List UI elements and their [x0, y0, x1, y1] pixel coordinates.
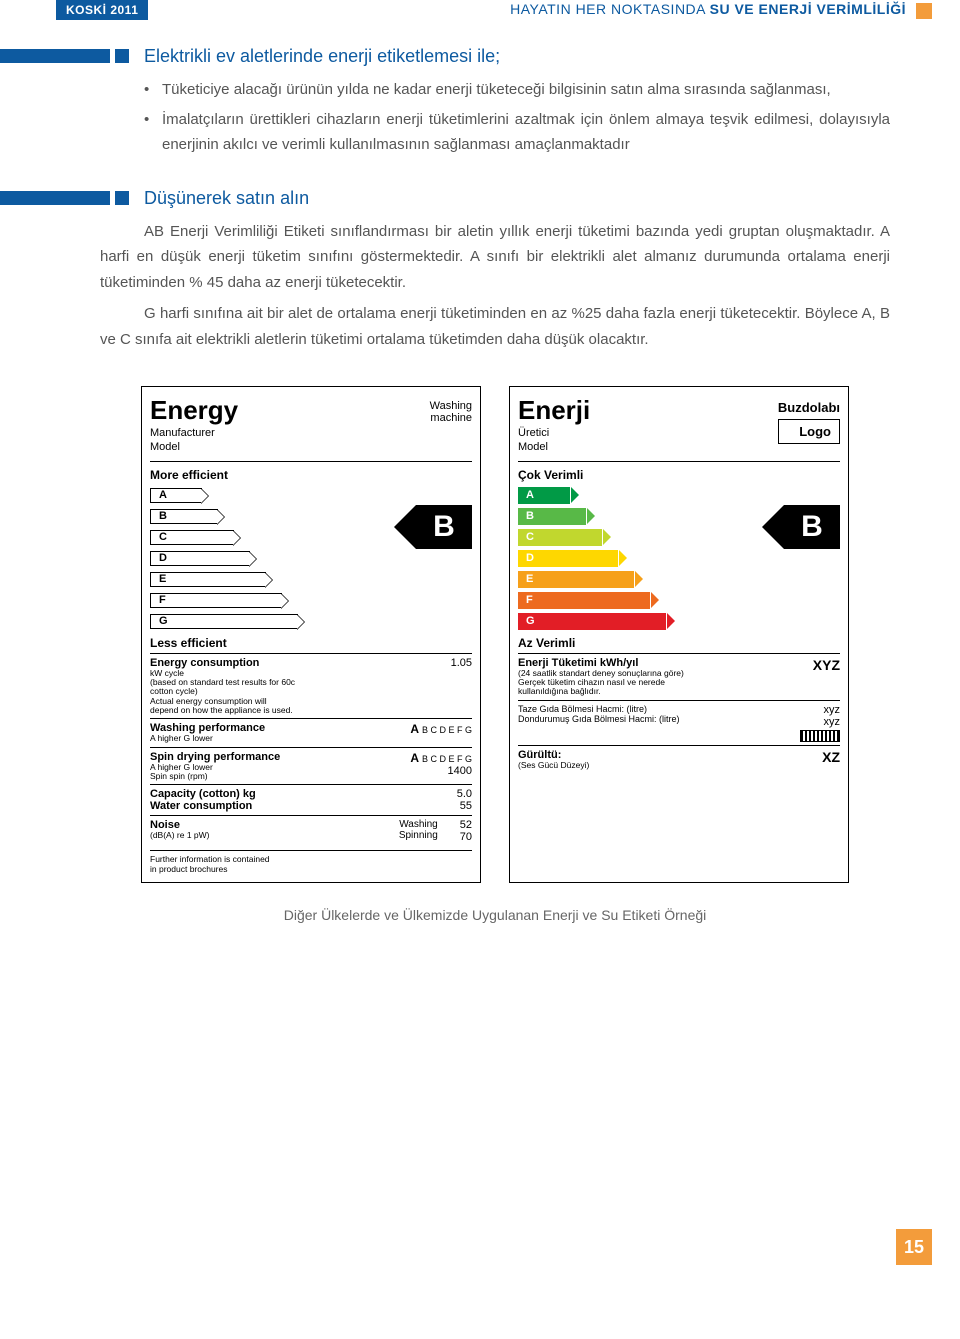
spec-row: Capacity (cotton) kg Water consumption5.… — [150, 784, 472, 815]
efficiency-grade-arrow: D — [150, 551, 250, 566]
grade-letter: E — [526, 573, 533, 585]
grade-letter: A — [526, 489, 534, 501]
efficiency-grade-arrow: D — [518, 550, 618, 567]
grade-letter: C — [159, 531, 167, 543]
spec-subtext: A higher G lower Spin spin (rpm) — [150, 763, 404, 782]
grade-letter: E — [159, 573, 166, 585]
page-number: 15 — [896, 1229, 932, 1265]
doc-title-light: HAYATIN HER NOKTASINDA — [510, 1, 710, 17]
spec-value: A B C D E F G — [404, 722, 472, 743]
label-manufacturer: Manufacturer Model — [150, 426, 238, 455]
spec-row: Energy consumptionkW cycle (based on sta… — [150, 653, 472, 719]
spec-value: xyz xyz — [794, 704, 840, 742]
spec-value: A B C D E F G 1400 — [404, 751, 472, 782]
efficiency-grade-arrow: F — [518, 592, 650, 609]
efficiency-grade-arrow: B — [150, 509, 218, 524]
more-efficient-label: More efficient — [150, 468, 472, 482]
spec-row: Noise(dB(A) re 1 pW)Washing Spinning52 7… — [150, 815, 472, 846]
efficiency-grade-arrow: G — [150, 614, 298, 629]
efficiency-grade-arrow: C — [518, 529, 602, 546]
section-heading-2: Düşünerek satın alın — [100, 188, 890, 209]
efficiency-grade-arrow: G — [518, 613, 666, 630]
spec-name: Capacity (cotton) kg Water consumption — [150, 788, 451, 812]
heading-marker-icon — [0, 49, 129, 63]
efficiency-grade-arrow: C — [150, 530, 234, 545]
spec-value: 5.0 55 — [451, 788, 472, 812]
label-brand: Energy — [150, 395, 238, 426]
label-brand: Enerji — [518, 395, 590, 426]
efficiency-grade-arrow: E — [518, 571, 634, 588]
spec-subtext: (Ses Gücü Düzeyi) — [518, 761, 816, 770]
spec-row: Enerji Tüketimi kWh/yıl(24 saatlik stand… — [518, 653, 840, 700]
spec-subtext: (dB(A) re 1 pW) — [150, 831, 399, 840]
orange-square-icon — [916, 3, 932, 19]
spec-name: Enerji Tüketimi kWh/yıl — [518, 657, 807, 669]
spec-subtext: (24 saatlik standart deney sonuçlarına g… — [518, 669, 807, 697]
energy-label-card: EnerjiÜretici Model BuzdolabıLogo Çok Veri… — [509, 386, 849, 883]
less-efficient-label: Less efficient — [150, 636, 472, 650]
grade-letter: B — [526, 510, 534, 522]
label-appliance: Washing machine — [430, 395, 472, 424]
star-rating-icon — [800, 730, 840, 742]
spec-row: Spin drying performanceA higher G lower … — [150, 747, 472, 785]
spec-row: Washing performanceA higher G lowerA B C… — [150, 718, 472, 746]
more-efficient-label: Çok Verimli — [518, 468, 840, 482]
bullet-item: İmalatçıların ürettikleri cihazların ene… — [144, 107, 890, 158]
spec-value: 1.05 — [445, 657, 472, 716]
spec-name: Gürültü: — [518, 749, 816, 761]
spec-subtext: A higher G lower — [150, 734, 404, 743]
efficiency-grade-arrow: A — [518, 487, 570, 504]
grade-letter: G — [526, 615, 535, 627]
doc-code: KOSKİ 2011 — [56, 0, 148, 20]
assigned-grade: B — [784, 505, 840, 549]
grade-letter: C — [526, 531, 534, 543]
efficiency-scale: ABCDEFG — [150, 485, 408, 632]
bullet-item: Tüketiciye alacağı ürünün yılda ne kadar… — [144, 77, 890, 103]
bullet-list: Tüketiciye alacağı ürünün yılda ne kadar… — [144, 77, 890, 158]
section-heading-1: Elektrikli ev aletlerinde enerji etiketl… — [100, 46, 890, 67]
efficiency-grade-arrow: E — [150, 572, 266, 587]
energy-label-card: EnergyManufacturer Model Washing machine M… — [141, 386, 481, 883]
grade-letter: D — [526, 552, 534, 564]
doc-title-bold: SU VE ENERJİ VERİMLİLİĞİ — [710, 1, 906, 17]
paragraph: G harfi sınıfına ait bir alet de ortalam… — [100, 301, 890, 352]
grade-letter: D — [159, 552, 167, 564]
grade-letter: F — [159, 594, 166, 606]
spec-value: XYZ — [807, 657, 840, 697]
section-heading-1-text: Elektrikli ev aletlerinde enerji etiketl… — [144, 46, 500, 66]
paragraph: AB Enerji Verimliliği Etiketi sınıflandı… — [100, 219, 890, 296]
grade-letter: A — [159, 489, 167, 501]
spec-row: Gürültü:(Ses Gücü Düzeyi)XZ — [518, 745, 840, 773]
label-appliance: BuzdolabıLogo — [778, 395, 840, 444]
spec-row: Taze Gıda Bölmesi Hacmi: (litre) Donduru… — [518, 700, 840, 745]
spec-name: Spin drying performance — [150, 751, 404, 763]
figure-caption: Diğer Ülkelerde ve Ülkemizde Uygulanan E… — [100, 907, 890, 923]
energy-labels-figure: EnergyManufacturer Model Washing machine M… — [100, 386, 890, 883]
section-heading-2-text: Düşünerek satın alın — [144, 188, 309, 208]
spec-value: 52 70 — [454, 819, 472, 843]
grade-letter: F — [526, 594, 533, 606]
spec-value: XZ — [816, 749, 840, 770]
efficiency-grade-arrow: B — [518, 508, 586, 525]
efficiency-grade-arrow: A — [150, 488, 202, 503]
efficiency-scale: ABCDEFG — [518, 485, 776, 632]
spec-subtext: kW cycle (based on standard test results… — [150, 669, 445, 716]
spec-name: Energy consumption — [150, 657, 445, 669]
grade-letter: G — [159, 615, 168, 627]
doc-title: HAYATIN HER NOKTASINDA SU VE ENERJİ VERİ… — [510, 1, 932, 18]
grade-letter: B — [159, 510, 167, 522]
label-manufacturer: Üretici Model — [518, 426, 590, 455]
efficiency-grade-arrow: F — [150, 593, 282, 608]
less-efficient-label: Az Verimli — [518, 636, 840, 650]
assigned-grade: B — [416, 505, 472, 549]
label-footnote: Further information is contained in prod… — [150, 850, 472, 874]
heading-marker-icon — [0, 191, 129, 205]
